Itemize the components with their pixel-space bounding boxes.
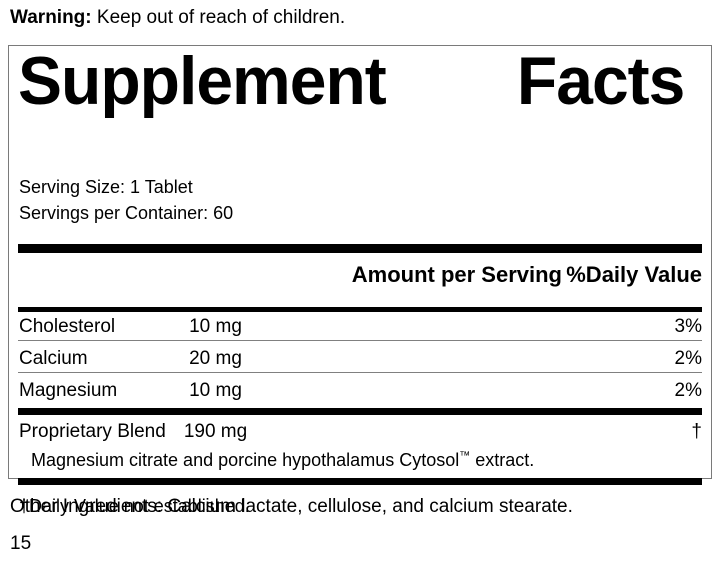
warning-text: Keep out of reach of children. (91, 7, 346, 28)
table-row: Magnesium 10 mg 2% (19, 376, 702, 406)
proprietary-blend-description: Magnesium citrate and porcine hypothalam… (31, 447, 534, 473)
serving-size: Serving Size: 1 Tablet (19, 177, 193, 197)
rule-row-separator-1 (18, 340, 702, 341)
rule-row-separator-2 (18, 372, 702, 373)
other-ingredients-text: Other Ingredients: Calcium lactate, cell… (10, 496, 573, 517)
row-amount-proprietary-blend: 190 mg (183, 421, 248, 442)
header-daily-value: %Daily Value (566, 262, 702, 287)
rule-below-headers (18, 307, 702, 312)
table-row: Cholesterol 10 mg 3% (19, 312, 702, 342)
rule-above-proprietary-blend (18, 408, 702, 415)
table-header-row: Amount per Serving %Daily Value (18, 260, 702, 290)
blend-description-suffix: extract. (470, 450, 535, 470)
rule-above-headers (18, 244, 702, 253)
row-dv-calcium: 2% (674, 348, 702, 369)
panel-title-word-supplement: Supplement (18, 43, 387, 119)
row-amount-magnesium: 10 mg (189, 380, 242, 401)
panel-title: Supplement Facts (18, 43, 685, 119)
row-name-magnesium: Magnesium (19, 380, 118, 401)
table-row-proprietary-blend: Proprietary Blend 190 mg † (19, 417, 702, 447)
serving-info: Serving Size: 1 Tablet Servings per Cont… (19, 174, 233, 226)
row-dv-proprietary-blend: † (691, 421, 702, 442)
servings-per-container: Servings per Container: 60 (19, 203, 234, 223)
warning-line: Warning: Keep out of reach of children. (10, 6, 345, 30)
page-number: 15 (10, 533, 32, 554)
rule-above-footnote (18, 478, 702, 485)
row-amount-cholesterol: 10 mg (189, 316, 242, 337)
row-name-calcium: Calcium (19, 348, 88, 369)
row-dv-cholesterol: 3% (674, 316, 702, 337)
row-name-proprietary-blend: Proprietary Blend (19, 421, 166, 442)
daily-value-footnote: †Daily Value not established. (19, 496, 250, 516)
row-dv-magnesium: 2% (674, 380, 702, 401)
supplement-facts-panel: Supplement Facts Serving Size: 1 Tablet … (8, 43, 712, 516)
panel-title-word-facts: Facts (516, 43, 685, 119)
header-amount-per-serving: Amount per Serving (351, 262, 562, 287)
blend-description-text: Magnesium citrate and porcine hypothalam… (31, 450, 460, 470)
table-row: Calcium 20 mg 2% (19, 344, 702, 374)
row-amount-calcium: 20 mg (189, 348, 242, 369)
trademark-symbol: ™ (459, 450, 471, 462)
supplement-facts-inner: Supplement Facts Serving Size: 1 Tablet … (9, 43, 711, 516)
row-name-cholesterol: Cholesterol (19, 316, 116, 337)
warning-label: Warning: (10, 7, 92, 28)
